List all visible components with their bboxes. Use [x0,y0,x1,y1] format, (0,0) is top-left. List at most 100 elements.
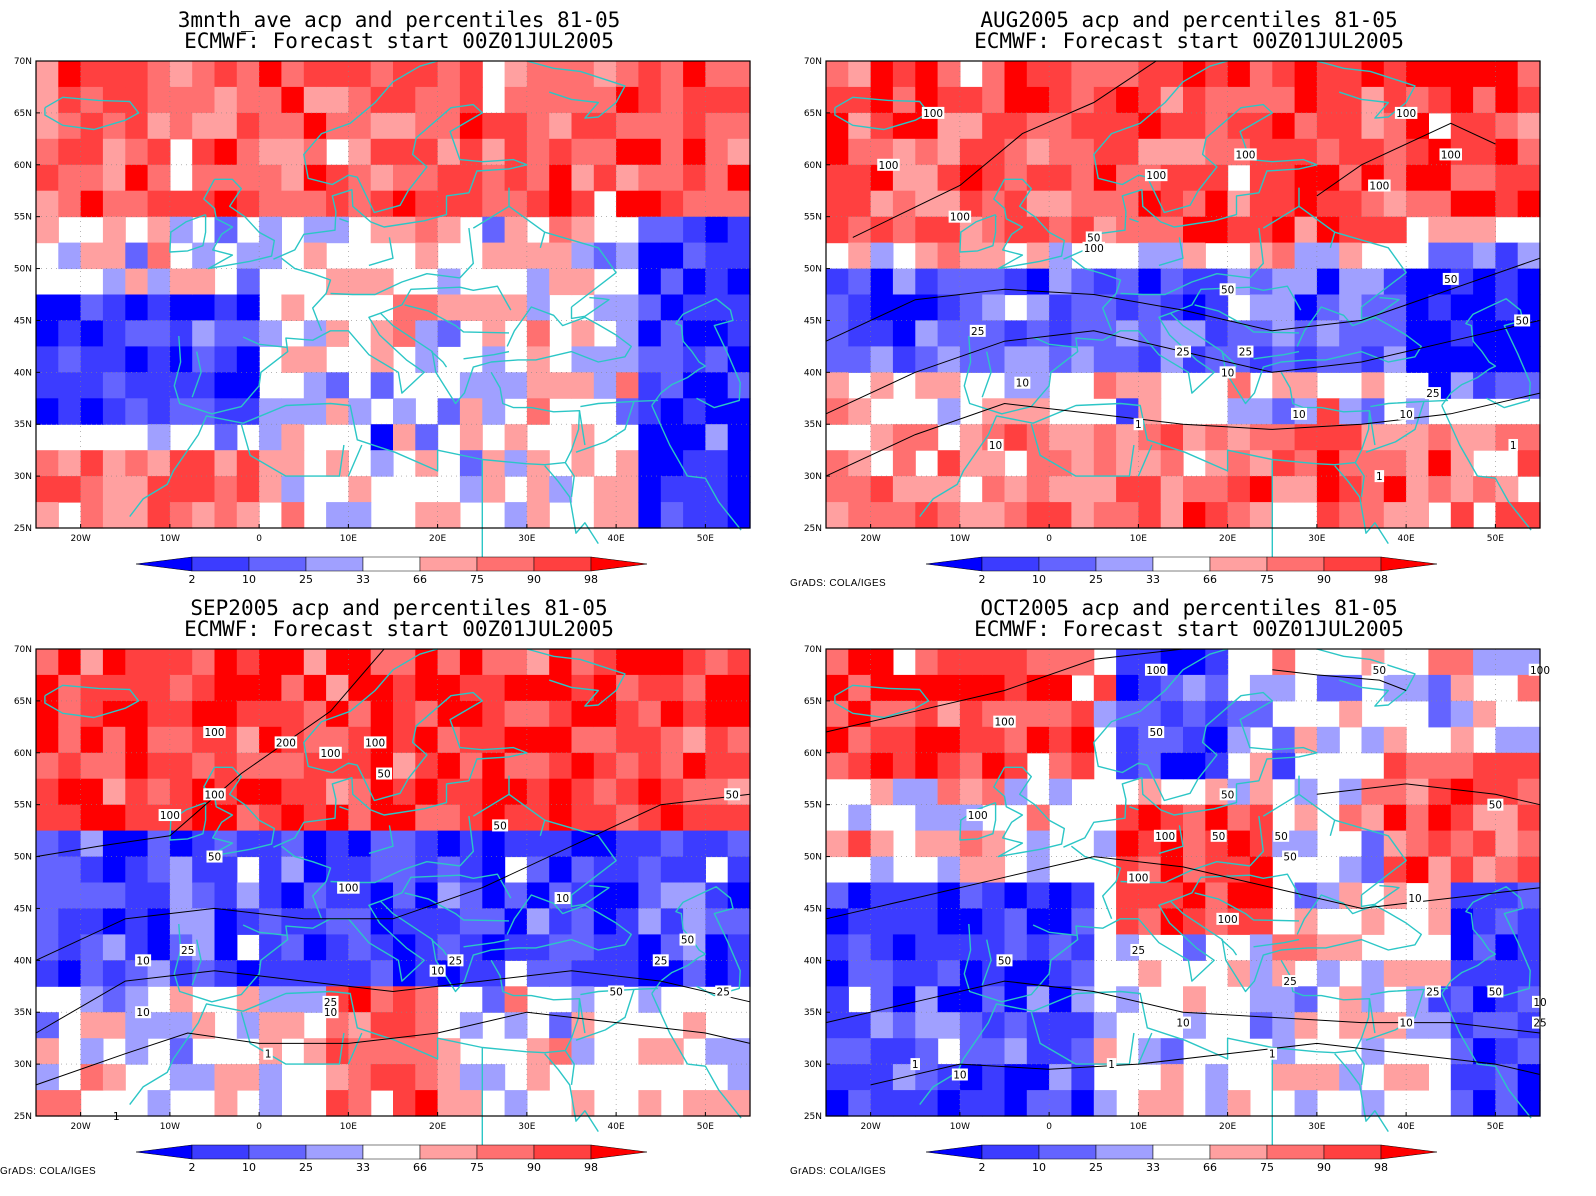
longitude-label: 50E [1487,534,1504,544]
percentile-cell [236,674,260,702]
coastline [404,304,510,334]
percentile-cell [915,112,939,140]
percentile-cell [214,960,238,987]
percentile-cell [348,61,372,88]
percentile-cell [1473,960,1496,987]
percentile-cell [1406,86,1429,114]
percentile-cell [915,242,939,270]
percentile-cell [236,830,260,858]
percentile-cell [393,86,416,114]
percentile-cell [437,1090,461,1117]
percentile-cell [1339,164,1363,192]
percentile-cell [937,752,961,780]
coastline [169,213,207,253]
percentile-cell [326,268,349,296]
percentile-cell [36,752,59,780]
percentile-cell [1473,138,1496,166]
percentile-cell [1473,830,1496,858]
percentile-cell [959,856,983,884]
colorbar-label: 2 [189,573,196,586]
percentile-cell [326,778,349,806]
percentile-cell [415,674,439,702]
contour-label: 1 [912,1059,919,1071]
percentile-cell [102,268,126,296]
contour-label-bg [652,954,669,967]
percentile-cell [169,649,193,676]
latitude-label: 70N [14,57,32,67]
percentile-cell [36,320,59,347]
percentile-cell [281,778,305,806]
percentile-cell [571,700,595,728]
percentile-cell [937,700,961,728]
coastline [380,285,512,314]
percentile-cell [638,320,662,347]
percentile-cell [36,476,59,503]
percentile-cell [415,242,439,270]
percentile-cell [1160,804,1184,832]
coastline [1170,873,1302,902]
percentile-cell [147,294,171,321]
percentile-cell [982,164,1006,192]
percentile-cell [593,882,617,909]
coastline [1253,938,1300,948]
percentile-cell [1183,649,1206,676]
percentile-cell [1406,830,1429,858]
percentile-cell [1183,700,1206,728]
percentile-cell [482,294,506,321]
percentile-cell [147,700,171,728]
colorbar-swatch [191,1144,250,1160]
percentile-cell [1361,1090,1385,1117]
percentile-cell [848,934,872,961]
percentile-cell [58,398,82,425]
percentile-cell [959,294,983,321]
contour-label: 100 [878,160,898,172]
percentile-cell [1272,138,1296,166]
percentile-cell [36,960,59,987]
percentile-cell [1450,934,1474,961]
percentile-cell [102,986,126,1013]
percentile-cell [459,86,483,114]
percentile-cell [482,138,506,166]
percentile-cell [1049,908,1072,935]
percentile-cell [593,960,617,987]
percentile-cell [303,674,327,702]
coastline [242,336,288,349]
percentile-cell [892,268,916,296]
percentile-cell [482,882,506,909]
percentile-cell [1026,450,1050,477]
percentile-cell [281,112,305,140]
coastline [564,1050,575,1085]
percentile-cell [58,450,82,477]
percentile-cell [1160,242,1184,270]
percentile-cell [80,934,104,961]
percentile-cell [683,908,706,935]
percentile-cell [1026,502,1050,529]
percentile-cell [1272,294,1296,321]
percentile-cell [1450,908,1474,935]
percentile-cell [705,346,729,373]
percentile-cell [80,986,104,1013]
percentile-cell [1049,138,1072,166]
percentile-cell [80,398,104,425]
percentile-cell [959,752,983,780]
percentile-cell [848,61,872,88]
percentile-cell [326,804,349,832]
coastline [1334,465,1389,544]
percentile-cell [870,1090,894,1117]
percentile-cell [870,164,894,192]
contour-label-bg [554,892,571,905]
percentile-cell [303,112,327,140]
percentile-cell [348,1090,372,1117]
percentile-cell [870,268,894,296]
percentile-cell [1272,61,1296,88]
percentile-cell [727,268,751,296]
percentile-cell [192,164,216,192]
contour-label: 10 [1399,1018,1412,1030]
percentile-cell [1450,112,1474,140]
percentile-cell [504,190,528,218]
percentile-cell [1361,112,1385,140]
contour-label-bg [322,1006,339,1019]
contour-label-bg [877,158,900,171]
longitude-label: 10W [950,1122,970,1132]
percentile-cell [1160,1064,1184,1091]
